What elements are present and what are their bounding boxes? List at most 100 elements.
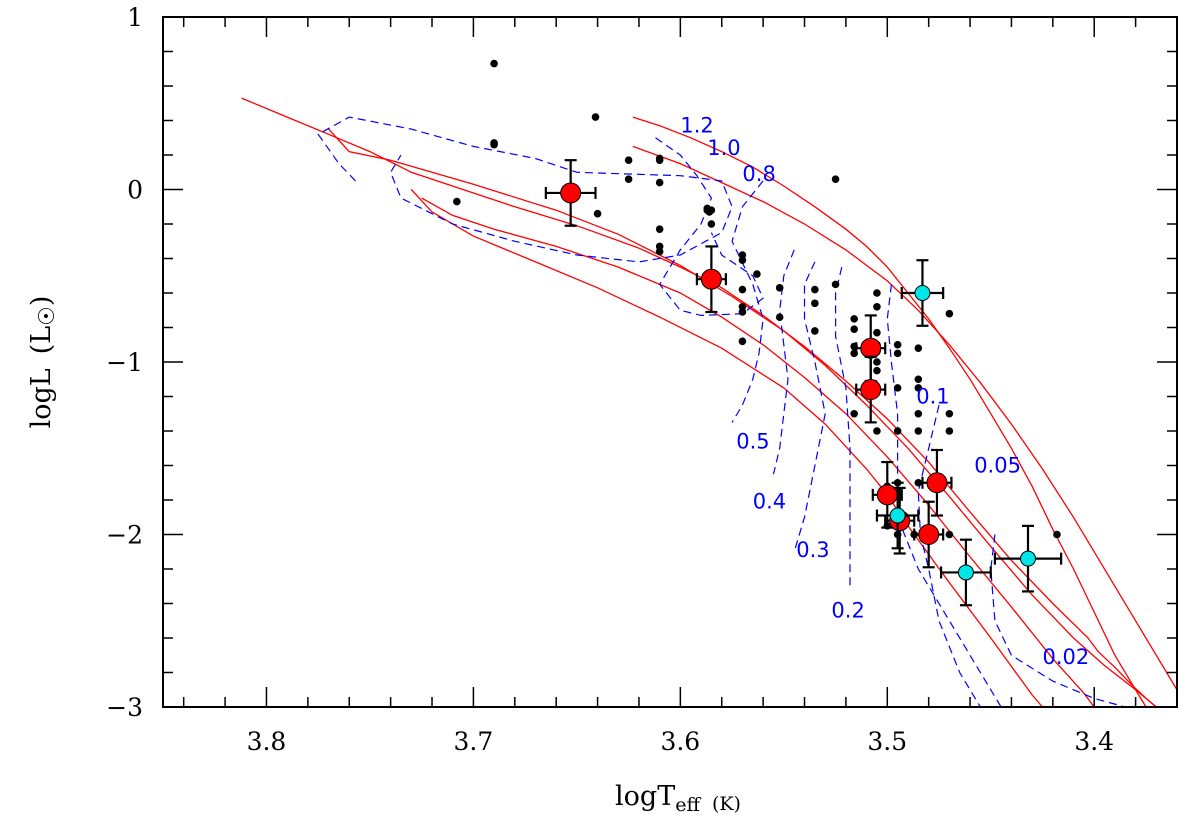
black-point: [914, 384, 923, 392]
track-line-3: [772, 249, 795, 475]
black-point: [775, 284, 784, 292]
black-point: [831, 280, 840, 289]
black-point: [624, 156, 633, 164]
black-point: [593, 209, 602, 218]
black-point: [811, 285, 819, 294]
black-point: [914, 427, 923, 435]
y-tick-label: 0: [127, 176, 143, 205]
black-point: [914, 375, 923, 384]
black-point: [945, 309, 954, 318]
black-point: [655, 247, 664, 256]
error-points: [544, 159, 1063, 607]
red-point-marker: [918, 524, 940, 545]
black-point: [893, 427, 902, 435]
x-tick-label: 3.7: [454, 727, 494, 756]
evolutionary-tracks: [317, 116, 1126, 707]
mass-label: 0.5: [736, 429, 769, 453]
black-point: [705, 208, 714, 216]
y-axis-label: logL(L☉): [26, 296, 60, 429]
isochrone-line-3: [410, 189, 1043, 707]
track-line-1: [655, 137, 764, 317]
isochrones: [241, 97, 1177, 707]
black-point: [738, 256, 747, 265]
plot-frame: [162, 16, 1178, 708]
mass-label: 0.05: [974, 453, 1021, 477]
cyan-point: [993, 524, 1063, 593]
black-point: [655, 225, 664, 233]
black-point: [945, 427, 954, 435]
track-line-6: [886, 284, 1002, 707]
black-point: [811, 299, 819, 308]
isochrone-line-1: [328, 128, 1157, 707]
red-point-marker: [860, 379, 882, 401]
y-tick-label: −3: [106, 693, 143, 722]
red-point: [921, 448, 953, 517]
isochrone-line-4: [632, 116, 1147, 707]
red-point-marker: [926, 472, 948, 494]
black-point: [873, 427, 881, 435]
black-point: [893, 384, 902, 392]
black-point: [753, 270, 761, 278]
x-tick-label: 3.5: [867, 727, 907, 756]
mass-label: 1.2: [680, 114, 713, 138]
black-point: [873, 289, 881, 297]
black-point: [945, 530, 954, 539]
black-point: [738, 337, 747, 346]
black-point: [655, 156, 664, 164]
black-point: [850, 325, 858, 334]
track-line-4: [793, 261, 826, 552]
black-point: [893, 340, 902, 349]
cyan-point-marker: [1020, 550, 1037, 567]
black-point: [490, 59, 498, 68]
black-point: [893, 349, 902, 358]
cyan-point: [900, 259, 945, 327]
black-point: [453, 197, 461, 206]
black-point: [738, 308, 747, 316]
y-tick-label: −1: [106, 348, 143, 377]
black-point: [738, 285, 747, 294]
black-point: [811, 327, 819, 335]
isochrone-line-2: [421, 197, 1095, 707]
red-point: [913, 500, 945, 569]
black-point: [850, 315, 858, 323]
black-point: [873, 303, 881, 311]
red-point-marker: [560, 182, 582, 204]
black-point: [775, 313, 784, 321]
black-point: [914, 409, 923, 418]
black-point: [1053, 530, 1061, 539]
black-point: [945, 409, 954, 418]
mass-label: 1.0: [707, 136, 740, 160]
cyan-point: [875, 481, 920, 550]
black-point: [873, 328, 881, 337]
isochrone-line-5: [632, 145, 1177, 691]
x-tick-label: 3.6: [660, 727, 700, 756]
mass-label: 0.4: [753, 490, 786, 514]
x-tick-label: 3.8: [247, 727, 287, 756]
axis-ticks: 3.8 3.7 3.6 3.5 3.4 1 0 −1 −2 −3: [106, 3, 1177, 756]
track-line-7: [917, 404, 981, 707]
x-axis-label: logTeff (K): [615, 781, 741, 816]
mass-label: 0.1: [916, 384, 949, 408]
mass-label: 0.3: [796, 538, 829, 562]
black-point: [850, 409, 858, 418]
mass-label: 0.8: [742, 162, 775, 186]
mass-label: 0.02: [1042, 645, 1089, 669]
track-line-0: [317, 116, 733, 263]
cyan-point-marker: [914, 285, 931, 301]
black-point: [707, 220, 716, 228]
black-point: [914, 344, 923, 353]
red-point: [855, 355, 887, 424]
cyan-point: [939, 538, 992, 607]
track-line-8: [990, 534, 1126, 707]
black-point: [873, 358, 881, 366]
track-line-5: [835, 266, 851, 587]
cyan-point-marker: [889, 507, 906, 524]
black-point: [591, 113, 600, 121]
black-point: [490, 140, 498, 149]
red-point-marker: [700, 268, 722, 290]
black-point: [873, 366, 881, 375]
y-tick-label: 1: [127, 3, 143, 32]
black-point: [831, 175, 840, 183]
track-line-2: [731, 180, 764, 423]
